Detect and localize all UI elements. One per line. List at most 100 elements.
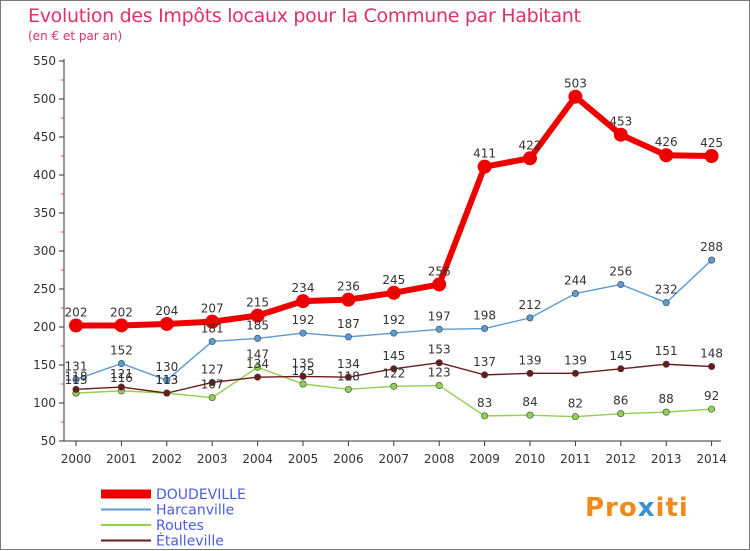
data-label: 131 bbox=[65, 359, 88, 373]
chart-title: Evolution des Impôts locaux pour la Comm… bbox=[28, 5, 581, 27]
data-point bbox=[481, 371, 489, 379]
y-tick-label: 200 bbox=[33, 320, 56, 334]
x-tick-label: 2011 bbox=[560, 452, 591, 466]
data-point bbox=[568, 89, 583, 104]
data-label: 92 bbox=[704, 389, 719, 403]
data-label: 86 bbox=[613, 394, 628, 408]
x-tick-label: 2001 bbox=[106, 452, 137, 466]
data-label: 215 bbox=[246, 296, 269, 310]
data-point bbox=[69, 318, 83, 333]
y-tick-label: 500 bbox=[33, 92, 56, 106]
data-point bbox=[390, 365, 398, 373]
data-point bbox=[435, 382, 443, 390]
x-tick-label: 2009 bbox=[469, 452, 500, 466]
data-point bbox=[250, 308, 265, 323]
data-point bbox=[617, 280, 625, 288]
data-label: 130 bbox=[155, 360, 178, 374]
data-point bbox=[341, 292, 356, 307]
data-label: 234 bbox=[292, 281, 315, 295]
data-point bbox=[254, 334, 262, 342]
data-label: 187 bbox=[337, 317, 360, 331]
data-point bbox=[114, 318, 129, 333]
data-label: 123 bbox=[428, 366, 451, 380]
data-point bbox=[659, 148, 674, 163]
data-label: 198 bbox=[473, 309, 496, 323]
data-label: 139 bbox=[519, 353, 542, 367]
data-point bbox=[208, 337, 216, 345]
data-point bbox=[617, 365, 625, 373]
data-label: 151 bbox=[655, 344, 678, 358]
data-point bbox=[299, 372, 307, 380]
data-point bbox=[481, 412, 489, 420]
y-tick-label: 300 bbox=[33, 244, 56, 258]
legend-label: Routes bbox=[156, 518, 204, 534]
data-label: 113 bbox=[155, 373, 178, 387]
x-tick-label: 2003 bbox=[197, 452, 228, 466]
data-label: 207 bbox=[201, 302, 224, 316]
legend-label: DOUDEVILLE bbox=[156, 487, 246, 503]
data-label: 197 bbox=[428, 309, 451, 323]
data-label: 245 bbox=[382, 273, 405, 287]
data-label: 137 bbox=[473, 355, 496, 369]
data-label: 125 bbox=[292, 364, 315, 378]
data-label: 426 bbox=[655, 135, 678, 149]
proxiti-logo: Proxiti bbox=[585, 493, 689, 523]
data-label: 127 bbox=[201, 362, 224, 376]
data-point bbox=[704, 149, 719, 163]
data-point bbox=[117, 383, 125, 391]
data-label: 84 bbox=[522, 395, 537, 409]
data-point bbox=[662, 408, 670, 416]
legend-label: Étalleville bbox=[156, 533, 224, 550]
data-point bbox=[526, 314, 534, 322]
data-point bbox=[571, 413, 579, 421]
data-point bbox=[708, 256, 716, 264]
x-tick-label: 2005 bbox=[288, 452, 319, 466]
data-point bbox=[254, 363, 262, 371]
data-point bbox=[432, 277, 447, 292]
data-point bbox=[208, 378, 216, 386]
data-label: 145 bbox=[382, 349, 405, 363]
data-label: 88 bbox=[659, 392, 674, 406]
data-point bbox=[386, 285, 401, 300]
data-label: 139 bbox=[564, 353, 587, 367]
data-label: 134 bbox=[246, 357, 269, 371]
data-label: 244 bbox=[564, 274, 587, 288]
data-label: 212 bbox=[519, 298, 542, 312]
data-label: 422 bbox=[519, 138, 542, 152]
data-point bbox=[481, 325, 489, 333]
data-point bbox=[523, 151, 537, 166]
data-point bbox=[72, 385, 80, 393]
data-point bbox=[617, 410, 625, 418]
data-label: 83 bbox=[477, 396, 492, 410]
data-label: 152 bbox=[110, 343, 133, 357]
data-point bbox=[72, 375, 80, 383]
x-tick-label: 2002 bbox=[152, 452, 183, 466]
y-tick-label: 400 bbox=[33, 168, 56, 182]
data-label: 256 bbox=[609, 264, 632, 278]
data-point bbox=[296, 294, 310, 309]
data-point bbox=[571, 369, 579, 377]
data-label: 118 bbox=[65, 369, 88, 383]
data-label: 236 bbox=[337, 280, 360, 294]
data-point bbox=[435, 325, 443, 333]
x-tick-label: 2013 bbox=[651, 452, 682, 466]
data-point bbox=[163, 376, 171, 384]
data-label: 118 bbox=[337, 369, 360, 383]
legend-label: Harcanville bbox=[156, 503, 234, 519]
data-label: 288 bbox=[700, 240, 723, 254]
data-label: 148 bbox=[700, 347, 723, 361]
data-point bbox=[526, 411, 534, 419]
data-label: 181 bbox=[201, 321, 224, 335]
data-label: 145 bbox=[609, 349, 632, 363]
y-tick-label: 250 bbox=[33, 282, 56, 296]
data-label: 107 bbox=[201, 378, 224, 392]
data-label: 135 bbox=[292, 356, 315, 370]
data-point bbox=[344, 373, 352, 381]
data-point bbox=[477, 159, 492, 174]
data-label: 411 bbox=[473, 147, 496, 161]
data-point bbox=[390, 329, 398, 337]
data-label: 256 bbox=[428, 264, 451, 278]
y-tick-label: 150 bbox=[33, 358, 56, 372]
data-label: 453 bbox=[609, 115, 632, 129]
data-label: 153 bbox=[428, 343, 451, 357]
